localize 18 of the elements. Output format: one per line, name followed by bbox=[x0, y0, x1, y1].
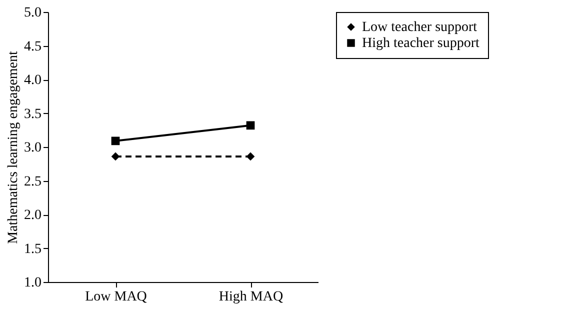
x-tick-label: Low MAQ bbox=[85, 290, 147, 304]
y-axis-title: Mathematics learning engagement bbox=[6, 50, 21, 244]
y-tick-label: 1.0 bbox=[24, 276, 42, 290]
point bbox=[111, 152, 120, 161]
point bbox=[246, 152, 255, 161]
legend-label: High teacher support bbox=[362, 36, 480, 51]
y-tick-label: 2.0 bbox=[24, 208, 42, 223]
x-tick-label: High MAQ bbox=[218, 290, 284, 304]
y-tick-label: 1.5 bbox=[24, 242, 42, 257]
y-tick-label: 2.5 bbox=[24, 174, 42, 190]
y-tick-label: 5.0 bbox=[24, 6, 42, 20]
y-tick-label: 3.5 bbox=[24, 106, 42, 122]
y-tick-label: 4.0 bbox=[24, 73, 42, 88]
y-tick-label: 3.0 bbox=[24, 140, 42, 156]
legend-label: Low teacher support bbox=[362, 20, 478, 35]
point bbox=[111, 136, 120, 146]
y-tick-label: 4.5 bbox=[24, 39, 42, 54]
point bbox=[246, 121, 255, 130]
